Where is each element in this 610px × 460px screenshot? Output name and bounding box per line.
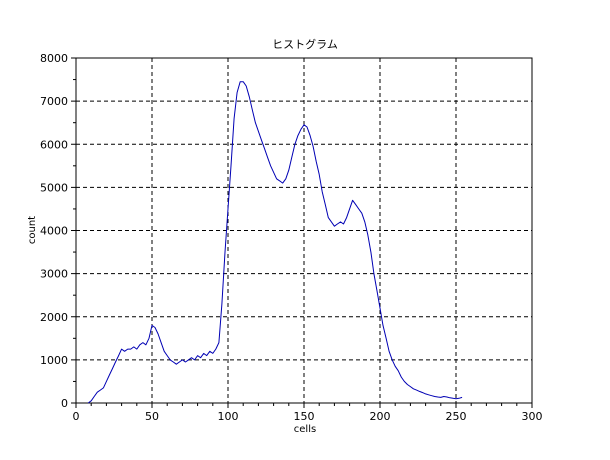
x-tick-label-150: 150	[294, 410, 315, 423]
x-tick-label-250: 250	[446, 410, 467, 423]
y-tick-label-4000: 4000	[40, 225, 68, 238]
tick-marks	[71, 57, 533, 408]
x-tick-label-200: 200	[370, 410, 391, 423]
x-tick-label-50: 50	[145, 410, 159, 423]
series-line-0	[87, 81, 463, 404]
y-tick-label-2000: 2000	[40, 311, 68, 324]
y-tick-label-3000: 3000	[40, 268, 68, 281]
x-tick-label-300: 300	[522, 410, 543, 423]
x-tick-label-0: 0	[73, 410, 80, 423]
tick-labels: 0 50 100 150 200 250 3000100020003000400050006…	[40, 52, 543, 423]
y-tick-label-0: 0	[61, 397, 68, 410]
y-axis-title: count	[27, 216, 38, 244]
y-tick-label-7000: 7000	[40, 95, 68, 108]
x-axis-title: cells	[294, 424, 316, 435]
x-tick-label-100: 100	[218, 410, 239, 423]
y-tick-label-1000: 1000	[40, 354, 68, 367]
chart-title: ヒストグラム	[272, 37, 338, 51]
y-tick-label-6000: 6000	[40, 138, 68, 151]
series-layer	[87, 81, 463, 404]
y-tick-label-8000: 8000	[40, 52, 68, 65]
grid-lines	[76, 58, 532, 403]
y-tick-label-5000: 5000	[40, 181, 68, 194]
